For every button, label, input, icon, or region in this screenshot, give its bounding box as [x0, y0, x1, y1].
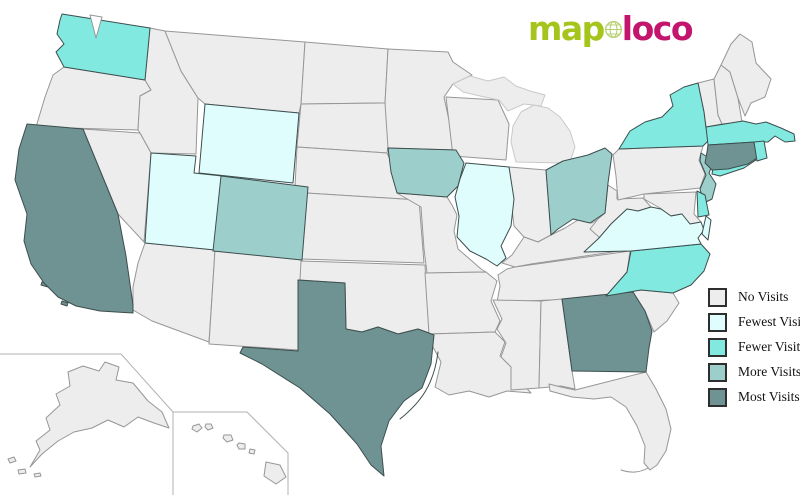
state-ME[interactable]	[720, 33, 772, 117]
state-WA[interactable]	[55, 13, 151, 81]
state-AK[interactable]	[29, 361, 170, 468]
state-MA[interactable]	[705, 120, 796, 146]
legend-item-fewer-visits: Fewer Visits	[708, 337, 800, 357]
legend-swatch-fewest-visits	[708, 312, 727, 332]
state-HI[interactable]	[191, 423, 287, 485]
legend-label: Most Visits	[738, 389, 800, 404]
state-AK-aleutians[interactable]	[7, 456, 42, 478]
state-IN[interactable]	[508, 166, 552, 243]
state-DE[interactable]	[696, 190, 710, 218]
legend-label: Fewest Visits	[738, 314, 800, 329]
state-CT[interactable]	[704, 141, 758, 171]
puget-sound	[89, 14, 103, 39]
legend: No Visits Fewest Visits Fewer Visits Mor…	[708, 287, 800, 414]
state-IL[interactable]	[454, 162, 515, 267]
state-MI[interactable]	[510, 104, 576, 164]
legend-label: No Visits	[738, 289, 789, 304]
state-GA[interactable]	[561, 291, 653, 373]
state-OH[interactable]	[545, 147, 613, 236]
legend-swatch-more-visits	[708, 362, 727, 382]
state-NY[interactable]	[618, 82, 711, 150]
state-AZ[interactable]	[132, 242, 216, 343]
state-SD[interactable]	[296, 102, 392, 154]
state-AR[interactable]	[424, 271, 501, 335]
hawaii-inset-border	[172, 411, 289, 495]
legend-swatch-fewer-visits	[708, 337, 727, 357]
logo-text-loco: loco	[621, 8, 694, 48]
state-NM[interactable]	[208, 249, 303, 351]
globe-icon	[604, 20, 622, 38]
texas-barrier-islands	[399, 351, 439, 420]
legend-item-no-visits: No Visits	[708, 287, 800, 307]
state-ND[interactable]	[300, 41, 389, 105]
legend-item-fewest-visits: Fewest Visits	[708, 312, 800, 332]
state-IA[interactable]	[387, 147, 465, 198]
state-MI-upper-peninsula[interactable]	[452, 75, 546, 112]
state-VA-eastern-shore[interactable]	[701, 215, 712, 241]
legend-item-more-visits: More Visits	[708, 362, 800, 382]
legend-label: More Visits	[738, 364, 800, 379]
state-CA[interactable]	[14, 123, 134, 314]
state-WY[interactable]	[198, 103, 300, 184]
state-KS[interactable]	[300, 192, 425, 264]
alaska-inset-border	[0, 353, 174, 495]
logo-text-map: map	[528, 8, 605, 48]
state-TX[interactable]	[239, 279, 435, 477]
legend-swatch-most-visits	[708, 387, 727, 407]
logo[interactable]: map loco	[528, 8, 694, 48]
legend-label: Fewer Visits	[738, 339, 800, 354]
legend-item-most-visits: Most Visits	[708, 387, 800, 407]
state-RI[interactable]	[753, 140, 768, 162]
state-NC[interactable]	[605, 243, 711, 297]
state-CO[interactable]	[212, 175, 309, 261]
state-VA[interactable]	[583, 206, 705, 253]
state-FL[interactable]	[548, 371, 672, 471]
legend-swatch-no-visits	[708, 287, 727, 307]
state-MN[interactable]	[384, 48, 473, 151]
state-MO[interactable]	[396, 192, 487, 274]
state-LA[interactable]	[428, 331, 532, 398]
florida-keys	[620, 467, 649, 473]
